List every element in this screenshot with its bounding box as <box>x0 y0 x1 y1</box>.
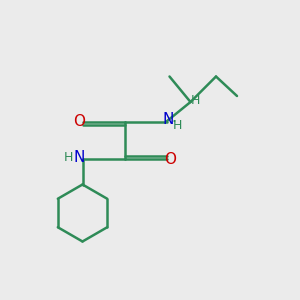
Text: ·: · <box>172 115 176 130</box>
Text: O: O <box>164 152 176 166</box>
Text: N: N <box>162 112 174 128</box>
Text: O: O <box>74 114 86 129</box>
Text: H: H <box>191 94 201 107</box>
Text: H: H <box>63 151 73 164</box>
Text: H: H <box>173 118 183 132</box>
Text: N: N <box>74 150 85 165</box>
